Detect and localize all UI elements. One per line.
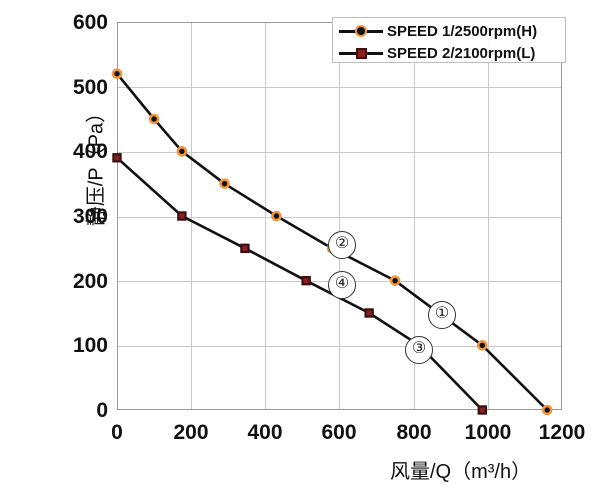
gridline-x-1000 [488, 23, 489, 409]
circle-marker-icon [339, 24, 383, 38]
y-tick-600: 600 [72, 11, 108, 34]
x-tick-400: 400 [247, 421, 283, 444]
gridline-y-500 [118, 87, 561, 88]
gridline-x-400 [265, 23, 266, 409]
legend-label-speed-1: SPEED 1/2500rpm(H) [387, 22, 538, 40]
x-tick-1200: 1200 [538, 421, 586, 444]
data-point [364, 308, 374, 318]
data-point [477, 405, 487, 415]
callout-3: ③ [405, 336, 433, 364]
data-point [541, 404, 553, 416]
series-line-2 [116, 156, 484, 411]
data-point [112, 153, 122, 163]
x-tick-200: 200 [173, 421, 209, 444]
data-point [301, 275, 311, 286]
x-tick-1000: 1000 [464, 421, 512, 444]
gridline-x-800 [414, 23, 415, 409]
data-point [271, 210, 282, 222]
x-tick-600: 600 [321, 421, 357, 444]
gridline-y-400 [118, 152, 561, 153]
callout-2: ② [328, 231, 356, 259]
square-marker-icon [339, 46, 383, 60]
x-tick-800: 800 [396, 421, 432, 444]
plot-area [117, 22, 562, 410]
data-point [219, 178, 230, 189]
data-point [148, 113, 160, 125]
data-point [389, 275, 401, 286]
y-tick-200: 200 [72, 270, 108, 293]
data-point [476, 340, 488, 351]
y-tick-500: 500 [72, 76, 108, 99]
y-tick-0: 0 [96, 399, 108, 422]
gridline-y-300 [118, 217, 561, 218]
legend-label-speed-2: SPEED 2/2100rpm(L) [387, 44, 536, 62]
y-tick-100: 100 [72, 334, 108, 357]
x-axis-title: 风量/Q（m³/h） [390, 461, 532, 483]
data-point [111, 68, 123, 80]
gridline-x-200 [191, 23, 192, 409]
gridline-x-600 [339, 23, 340, 409]
chart-legend: SPEED 1/2500rpm(H) SPEED 2/2100rpm(L) [332, 17, 566, 63]
data-point [240, 243, 250, 254]
gridline-y-100 [118, 346, 561, 347]
data-point [177, 211, 187, 221]
legend-item-speed-1: SPEED 1/2500rpm(H) [339, 20, 565, 42]
y-tick-400: 400 [72, 140, 108, 163]
x-tick-0: 0 [111, 421, 123, 444]
callout-1: ① [428, 301, 456, 329]
legend-item-speed-2: SPEED 2/2100rpm(L) [339, 42, 565, 64]
y-tick-300: 300 [72, 205, 108, 228]
data-point [176, 146, 188, 157]
callout-4: ④ [328, 271, 356, 299]
